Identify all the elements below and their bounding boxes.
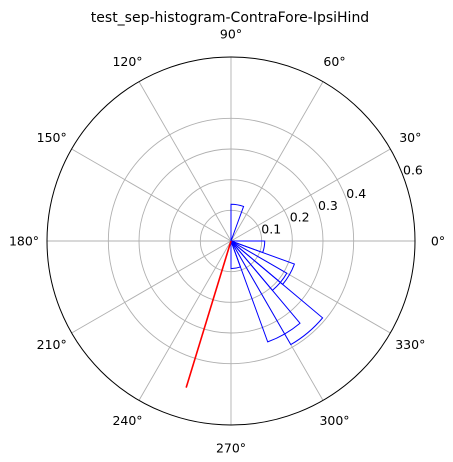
angle-tick-label-4: 120°: [112, 54, 142, 69]
angle-tick-label-11: 330°: [395, 337, 425, 352]
radial-tick-label-1: 0.2: [290, 210, 310, 225]
angular-gridline-2: [230, 81, 324, 242]
angle-tick-label-9: 270°: [216, 441, 246, 456]
histogram-bar-6: [230, 240, 242, 270]
angular-gridline-8: [138, 240, 232, 401]
angle-tick-label-1: 30°: [399, 130, 421, 145]
mean-vector-line: [185, 240, 232, 388]
histogram-bar-4: [230, 240, 324, 346]
angular-gridline-5: [71, 148, 232, 242]
angle-tick-label-7: 210°: [37, 337, 67, 352]
radial-tick-label-0: 0.1: [261, 221, 281, 236]
histogram-bar-2: [230, 240, 296, 286]
angular-gridline-7: [71, 240, 232, 334]
histogram-bar-0: [230, 203, 245, 242]
chart-title: test_sep-histogram-ContraFore-IpsiHind: [91, 10, 369, 26]
angle-tick-label-10: 300°: [319, 413, 349, 428]
polar-spine: [46, 56, 416, 426]
angle-tick-label-0: 0°: [431, 234, 445, 249]
mean-vector: [185, 240, 232, 388]
angle-tick-label-6: 180°: [9, 234, 39, 249]
tick-labels: 0° 30° 60° 90° 120° 150° 180° 210° 240° 270° 300° 3…: [9, 27, 445, 456]
angle-tick-label-5: 150°: [37, 130, 67, 145]
histogram-bar-5: [230, 240, 301, 343]
angular-gridline-4: [138, 81, 232, 242]
radial-tick-label-2: 0.3: [318, 198, 338, 213]
radial-tick-label-3: 0.4: [346, 186, 366, 201]
radial-tick-label-4: 0.6: [403, 163, 423, 178]
angle-tick-label-3: 90°: [220, 27, 242, 42]
histogram-bars: [230, 203, 324, 346]
angle-tick-label-8: 240°: [112, 413, 142, 428]
angular-gridline-1: [230, 148, 391, 242]
angle-tick-label-2: 60°: [323, 54, 345, 69]
